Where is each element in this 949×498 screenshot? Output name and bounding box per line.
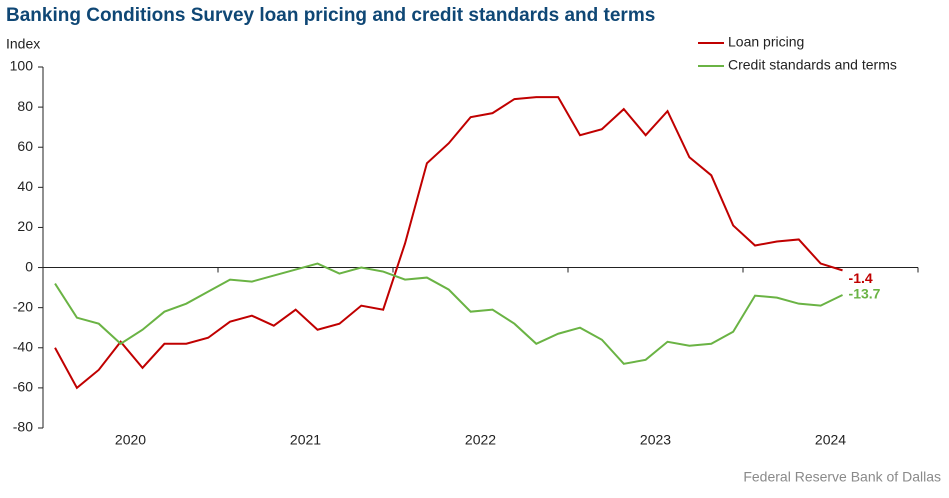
y-axis-label: Index	[6, 36, 40, 52]
y-tick-label: 100	[10, 58, 34, 74]
line-series	[54, 262, 843, 365]
y-tick-label: -80	[13, 419, 33, 435]
legend-label: Loan pricing	[728, 34, 804, 50]
y-tick-label: 20	[17, 218, 33, 234]
y-tick-label: 40	[17, 178, 33, 194]
x-tick-label: 2022	[465, 432, 496, 448]
y-tick-label: -60	[13, 379, 33, 395]
x-tick-label: 2020	[115, 432, 146, 448]
y-tick-label: 60	[17, 138, 33, 154]
source: Federal Reserve Bank of Dallas	[743, 469, 941, 485]
line-series	[54, 96, 843, 390]
x-tick-label: 2021	[290, 432, 321, 448]
y-tick-label: 0	[25, 258, 33, 274]
x-tick-label: 2023	[640, 432, 671, 448]
y-tick-label: -40	[13, 338, 33, 354]
y-tick-label: -20	[13, 298, 33, 314]
data-label: -1.4	[849, 270, 873, 286]
chart-title: Banking Conditions Survey loan pricing a…	[6, 5, 655, 26]
data-label: -13.7	[849, 286, 881, 302]
y-tick-label: 80	[17, 98, 33, 114]
legend-label: Credit standards and terms	[728, 57, 897, 73]
x-tick-label: 2024	[815, 432, 846, 448]
